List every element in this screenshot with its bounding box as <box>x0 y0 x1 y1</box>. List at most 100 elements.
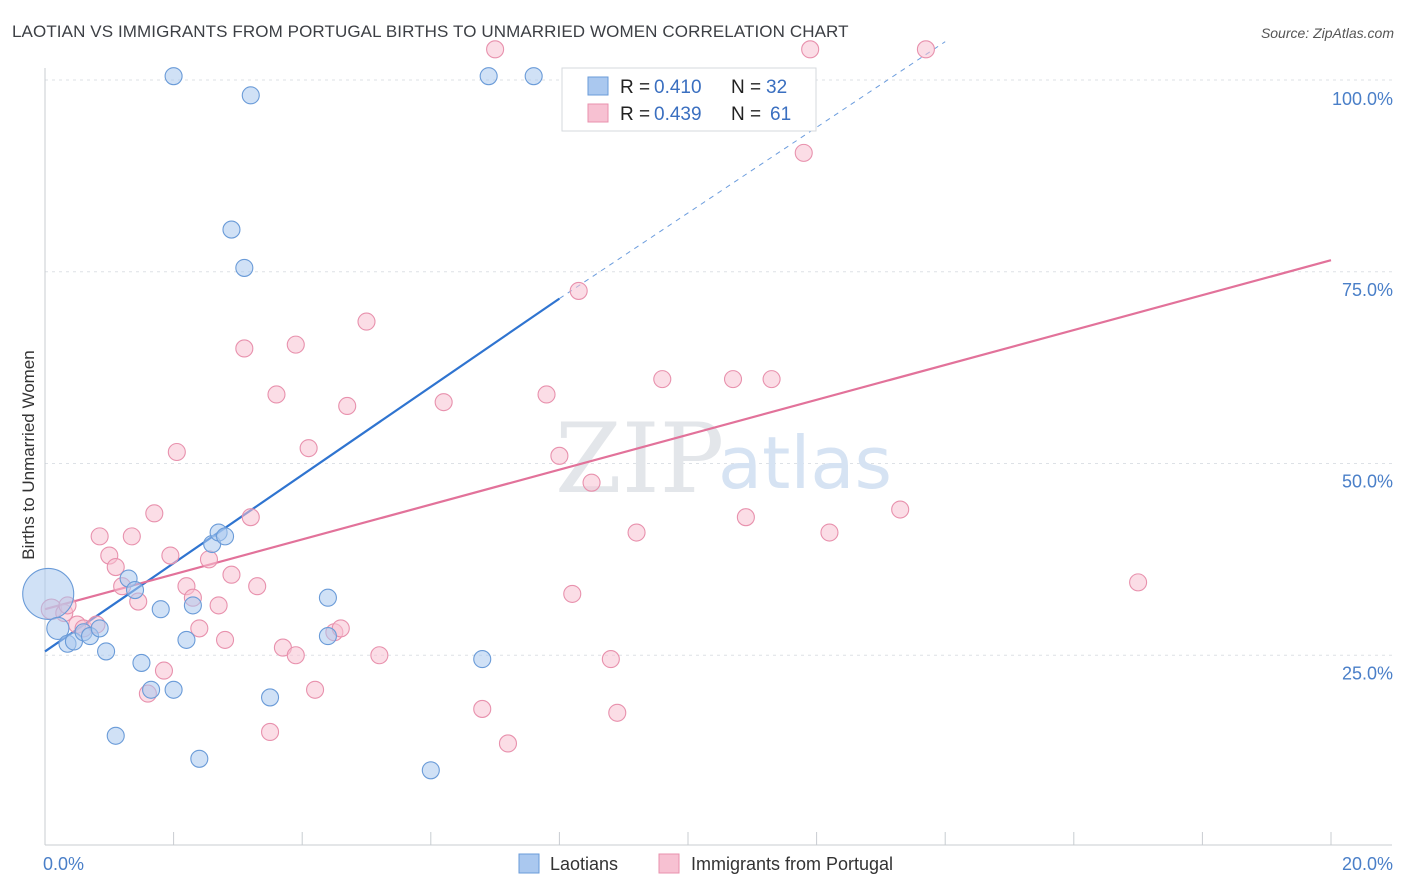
trendline-portugal <box>44 259 1332 611</box>
axis-layer <box>44 68 1392 846</box>
point-laotians <box>106 726 125 745</box>
point-portugal <box>794 143 813 162</box>
point-laotians <box>164 680 183 699</box>
point-portugal <box>653 370 672 389</box>
point-layer <box>22 40 1148 780</box>
point-portugal <box>299 439 318 458</box>
point-portugal <box>434 393 453 412</box>
grid-layer: 25.0% 50.0% 75.0% 100.0% <box>45 79 1393 683</box>
point-portugal <box>248 577 267 596</box>
y-tick-label: 25.0% <box>1342 663 1393 683</box>
point-portugal <box>357 312 376 331</box>
point-portugal <box>891 500 910 519</box>
legend-r-label-2: R = <box>620 104 650 125</box>
legend-swatch-laotians <box>587 76 609 96</box>
point-portugal <box>608 703 627 722</box>
point-laotians <box>183 596 202 615</box>
legend-label-portugal: Immigrants from Portugal <box>691 854 893 874</box>
source-label: Source: ZipAtlas.com <box>1260 25 1394 41</box>
point-portugal <box>122 527 141 546</box>
point-portugal <box>537 385 556 404</box>
legend-n-value-2: 61 <box>770 104 791 125</box>
point-portugal <box>801 40 820 59</box>
point-laotians <box>241 86 260 105</box>
watermark-atlas: atlas <box>718 421 892 505</box>
watermark: ZIP atlas <box>555 403 892 515</box>
point-laotians <box>235 258 254 277</box>
point-laotians <box>97 642 116 661</box>
point-laotians <box>151 600 170 619</box>
series-legend: Laotians Immigrants from Portugal <box>518 853 893 874</box>
legend-swatch-portugal <box>587 103 609 123</box>
point-portugal <box>241 508 260 527</box>
legend-r-value-1: 0.410 <box>654 77 702 98</box>
point-portugal <box>167 442 186 462</box>
point-portugal <box>222 565 241 584</box>
y-tick-label: 50.0% <box>1342 472 1393 492</box>
point-laotians <box>318 588 337 607</box>
point-portugal <box>550 446 569 465</box>
legend-n-value-1: 32 <box>766 77 787 98</box>
legend-swatch-bottom-laotians <box>518 853 540 874</box>
y-axis-label: Births to Unmarried Women <box>19 350 38 559</box>
point-portugal <box>627 523 646 542</box>
point-portugal <box>370 646 389 665</box>
point-laotians <box>90 619 109 638</box>
point-laotians <box>421 761 440 780</box>
trendline-laotians-extension <box>559 41 946 300</box>
point-portugal <box>209 596 228 615</box>
trendline-laotians <box>44 297 561 653</box>
point-portugal <box>161 546 180 565</box>
point-portugal <box>736 508 755 527</box>
point-portugal <box>286 646 305 665</box>
point-laotians <box>177 630 196 649</box>
point-portugal <box>601 650 620 669</box>
point-portugal <box>90 527 109 546</box>
point-laotians <box>260 688 280 707</box>
point-laotians <box>125 581 145 600</box>
point-portugal <box>1129 573 1148 592</box>
legend-label-laotians: Laotians <box>550 854 618 874</box>
point-laotians <box>46 616 70 641</box>
point-laotians <box>524 67 543 86</box>
chart-title: LAOTIAN VS IMMIGRANTS FROM PORTUGAL BIRT… <box>12 22 849 41</box>
legend-swatch-bottom-portugal <box>658 853 680 874</box>
point-laotians <box>318 627 337 646</box>
point-portugal <box>473 699 492 718</box>
point-laotians <box>142 680 161 699</box>
point-portugal <box>286 335 305 354</box>
point-portugal <box>106 557 125 577</box>
point-laotians <box>473 650 492 669</box>
point-portugal <box>306 680 325 699</box>
point-portugal <box>498 734 518 753</box>
y-tick-label: 75.0% <box>1342 280 1393 300</box>
point-laotians <box>22 567 75 620</box>
point-portugal <box>260 722 280 742</box>
point-portugal <box>154 661 174 680</box>
point-portugal <box>569 281 588 300</box>
point-laotians <box>215 527 235 546</box>
point-laotians <box>132 653 151 672</box>
stats-legend: R = 0.410 N = 32 R = 0.439 N = 61 <box>561 67 817 132</box>
point-portugal <box>563 584 582 603</box>
point-portugal <box>235 339 254 358</box>
y-tick-label: 100.0% <box>1332 89 1393 109</box>
point-laotians <box>479 67 498 86</box>
point-portugal <box>145 504 164 523</box>
point-portugal <box>723 370 743 389</box>
point-portugal <box>820 523 839 542</box>
x-tick-label-max: 20.0% <box>1342 854 1393 874</box>
point-portugal <box>762 370 781 389</box>
point-portugal <box>199 550 219 569</box>
point-portugal <box>916 40 935 59</box>
point-laotians <box>190 749 209 768</box>
point-portugal <box>582 473 601 492</box>
point-portugal <box>267 385 286 404</box>
legend-n-label-1: N = <box>731 77 761 98</box>
watermark-zip: ZIP <box>555 403 724 515</box>
point-portugal <box>486 40 505 59</box>
point-portugal <box>215 630 235 649</box>
point-laotians <box>222 220 241 239</box>
point-laotians <box>164 67 183 86</box>
